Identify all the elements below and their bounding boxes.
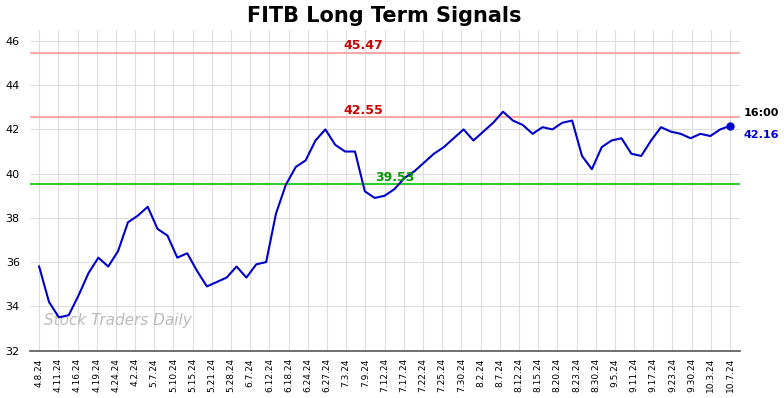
Text: 42.16: 42.16: [743, 130, 779, 140]
Text: 42.55: 42.55: [343, 104, 383, 117]
Title: FITB Long Term Signals: FITB Long Term Signals: [247, 6, 522, 25]
Text: 39.53: 39.53: [375, 171, 415, 184]
Point: [724, 123, 736, 129]
Text: 45.47: 45.47: [343, 39, 383, 53]
Text: Stock Traders Daily: Stock Traders Daily: [44, 313, 191, 328]
Text: 16:00: 16:00: [743, 108, 779, 118]
